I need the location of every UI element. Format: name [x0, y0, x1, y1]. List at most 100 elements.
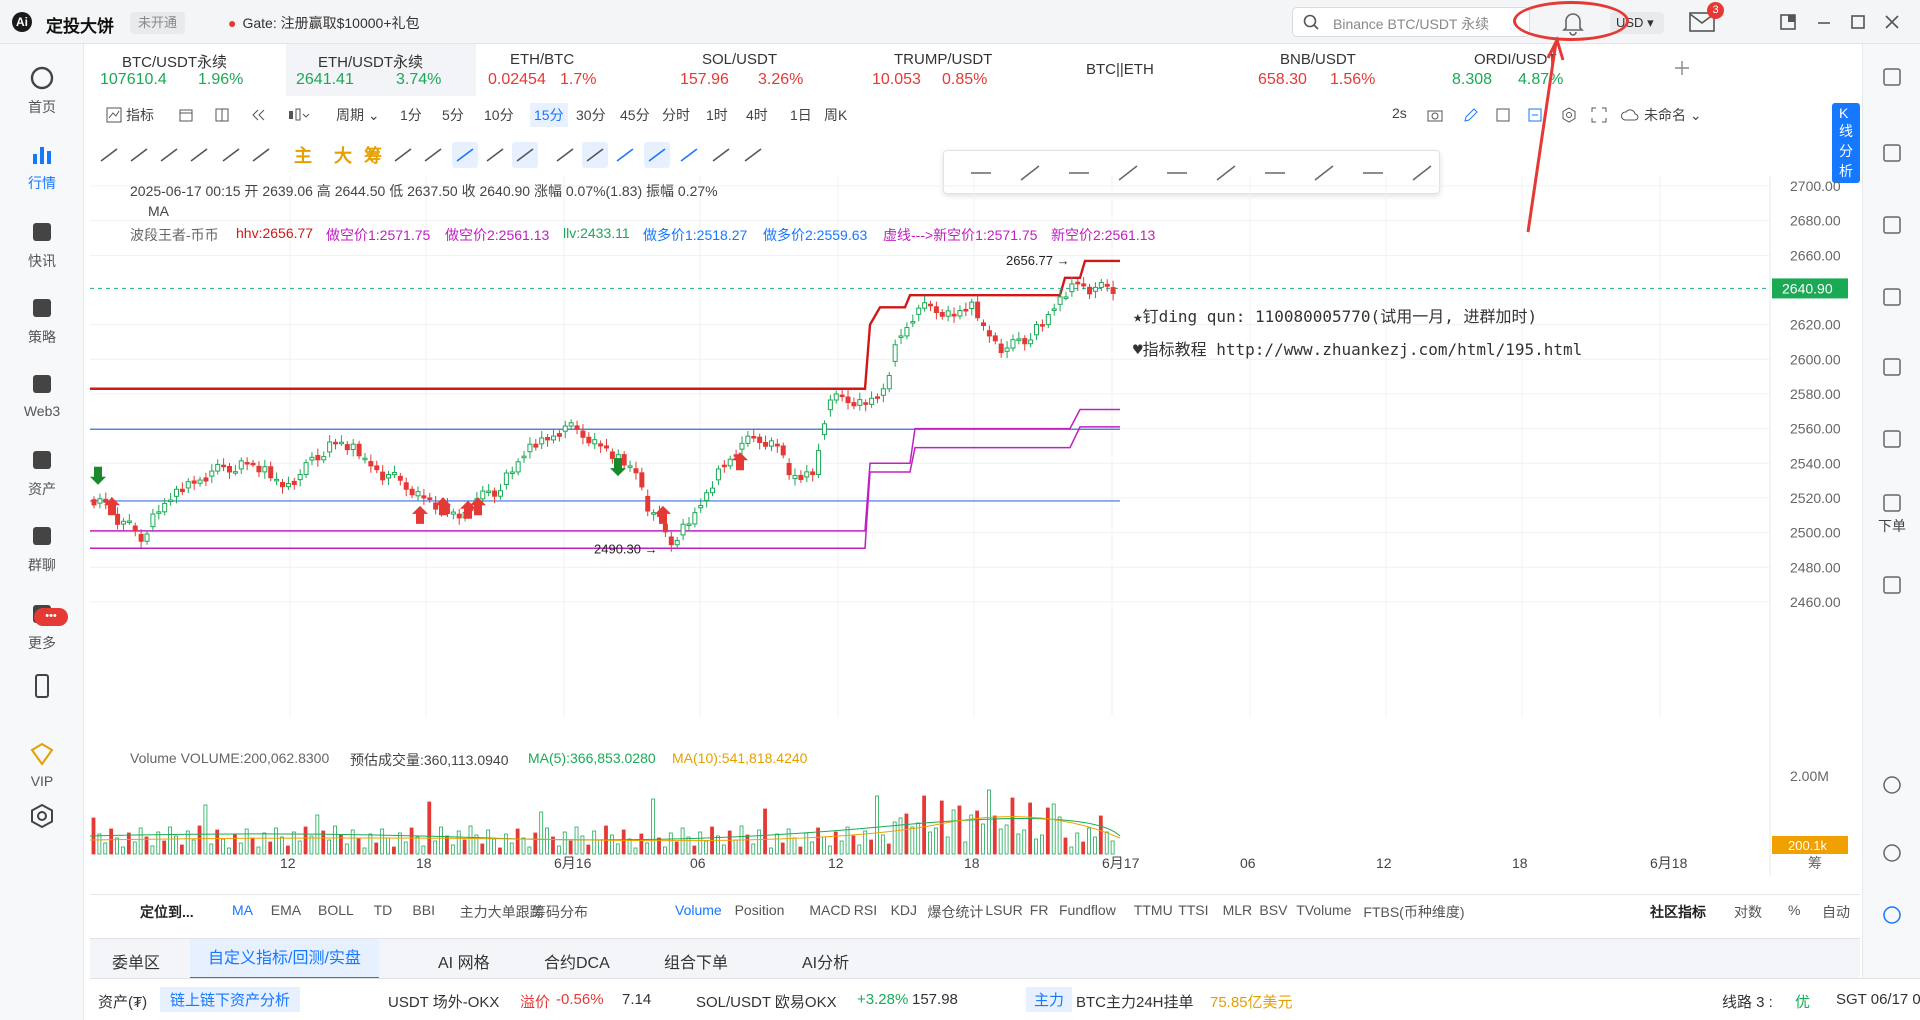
- nav-item-8[interactable]: [0, 664, 84, 744]
- pin-window-icon[interactable]: [1776, 10, 1800, 34]
- draw-tool-17-icon[interactable]: [644, 142, 670, 168]
- layout-name-select[interactable]: 未命名 ⌄: [1644, 107, 1702, 123]
- nav-item-9[interactable]: VIP: [0, 732, 84, 812]
- nav-item-2[interactable]: 快讯: [0, 210, 84, 290]
- right-tool-1-icon[interactable]: [1881, 142, 1903, 164]
- draw-tool-5-icon[interactable]: [248, 142, 274, 168]
- draw-tool-20-icon[interactable]: [740, 142, 766, 168]
- nav-item-6[interactable]: 群聊: [0, 514, 84, 594]
- interval-4时[interactable]: 4时: [746, 107, 768, 123]
- sub-indicator-tab[interactable]: TTMU: [1133, 902, 1173, 918]
- ticker-tab-5[interactable]: BTC||ETH: [1056, 44, 1246, 96]
- locate-button[interactable]: 定位到...: [140, 904, 194, 920]
- right-tool-3-icon[interactable]: [1881, 286, 1903, 308]
- draw-tool-1-icon[interactable]: [126, 142, 152, 168]
- ticker-tab-3[interactable]: SOL/USDT 157.96 3.26%: [670, 44, 860, 96]
- cloud-icon[interactable]: [1620, 106, 1640, 124]
- draw-tool-16-icon[interactable]: [612, 142, 638, 168]
- scale-option[interactable]: 对数: [1734, 904, 1762, 920]
- interval-10分[interactable]: 10分: [484, 107, 514, 123]
- order-panel-label[interactable]: 下单: [1878, 518, 1906, 534]
- draw-tool-11-icon[interactable]: [452, 142, 478, 168]
- ticker-tab-4[interactable]: TRUMP/USDT 10.053 0.85%: [862, 44, 1052, 96]
- nav-item-3[interactable]: 策略: [0, 286, 84, 366]
- panel-tab[interactable]: 自定义指标/回测/实盘: [190, 939, 379, 979]
- sub-indicator-tab[interactable]: FTBS(币种维度): [1363, 904, 1465, 920]
- right-tool-7-icon[interactable]: [1881, 574, 1903, 596]
- draw-tool-4-icon[interactable]: [218, 142, 244, 168]
- float-tool-9-icon[interactable]: [1407, 158, 1437, 188]
- nav-item-5[interactable]: 资产: [0, 438, 84, 518]
- status-usdt[interactable]: USDT 场外-OKX: [388, 994, 500, 1011]
- draw-tool-10-icon[interactable]: [420, 142, 446, 168]
- refresh-rate[interactable]: 2s: [1392, 105, 1407, 121]
- draw-tool-15-icon[interactable]: [582, 142, 608, 168]
- right-bottom-1-icon[interactable]: [1881, 842, 1903, 864]
- ticker-tab-7[interactable]: ORDI/USDT 8.308 4.87%: [1442, 44, 1632, 96]
- draw-tool-14-icon[interactable]: [552, 142, 578, 168]
- scale-option[interactable]: %: [1788, 902, 1801, 918]
- indicator-button[interactable]: 指标: [126, 107, 154, 123]
- template-icon[interactable]: [1526, 106, 1544, 124]
- draw-tool-18-icon[interactable]: [676, 142, 702, 168]
- candle-type-icon[interactable]: [286, 107, 310, 123]
- right-bottom-0-icon[interactable]: [1881, 774, 1903, 796]
- sub-indicator-tab[interactable]: Fundflow: [1059, 902, 1116, 918]
- main-indicator-tab[interactable]: EMA: [270, 902, 302, 918]
- main-indicator-tab[interactable]: 筹码分布: [532, 904, 588, 920]
- float-tool-1-icon[interactable]: [1015, 158, 1045, 188]
- float-tool-0-icon[interactable]: [966, 158, 996, 188]
- sub-indicator-tab[interactable]: Position: [734, 902, 785, 918]
- panel-tab[interactable]: 组合下单: [664, 955, 729, 972]
- float-tool-3-icon[interactable]: [1113, 158, 1143, 188]
- panel-tab[interactable]: AI 网格: [438, 955, 490, 972]
- draw-tool-12-icon[interactable]: [482, 142, 508, 168]
- interval-1分[interactable]: 1分: [400, 107, 422, 123]
- sub-indicator-tab[interactable]: KDJ: [890, 902, 918, 918]
- account-status-badge[interactable]: 未开通: [130, 12, 186, 34]
- replay-icon[interactable]: [250, 107, 266, 123]
- community-indicator-tab[interactable]: 社区指标: [1650, 904, 1706, 920]
- sub-indicator-tab[interactable]: FR: [1029, 902, 1049, 918]
- minimize-icon[interactable]: [1812, 10, 1836, 34]
- camera-icon[interactable]: [1426, 106, 1444, 124]
- sub-indicator-tab[interactable]: RSI: [853, 902, 878, 918]
- right-bottom-2-icon[interactable]: [1881, 904, 1903, 926]
- maximize-icon[interactable]: [1846, 10, 1870, 34]
- main-chart-label-1[interactable]: 大: [334, 146, 352, 166]
- nav-item-1[interactable]: 行情: [0, 132, 84, 212]
- panel-tab[interactable]: AI分析: [802, 955, 850, 972]
- fullscreen-icon[interactable]: [1590, 106, 1608, 124]
- promo-notice[interactable]: ● Gate: 注册赢取$10000+礼包: [228, 15, 420, 31]
- sub-indicator-tab[interactable]: TVolume: [1296, 902, 1352, 918]
- interval-45分[interactable]: 45分: [620, 107, 650, 123]
- float-tool-5-icon[interactable]: [1211, 158, 1241, 188]
- price-chart[interactable]: 2700.002680.002660.002640.002620.002600.…: [90, 176, 1860, 876]
- add-ticker-icon[interactable]: [1672, 58, 1692, 78]
- main-indicator-tab[interactable]: MA: [232, 902, 253, 918]
- edit-icon[interactable]: [1462, 106, 1480, 124]
- sub-indicator-tab[interactable]: LSUR: [985, 902, 1023, 918]
- sub-indicator-tab[interactable]: MLR: [1222, 902, 1253, 918]
- search-box[interactable]: Binance BTC/USDT 永续: [1292, 7, 1530, 37]
- panel-tab[interactable]: 委单区: [112, 955, 161, 972]
- status-chain[interactable]: 链上链下资产分析: [160, 987, 301, 1012]
- main-indicator-tab[interactable]: TD: [373, 902, 393, 918]
- sub-indicator-tab[interactable]: MACD: [809, 902, 851, 918]
- main-chart-label-0[interactable]: 主: [294, 146, 312, 166]
- sub-indicator-tab[interactable]: TTSI: [1178, 902, 1209, 918]
- draw-select-icon[interactable]: [1494, 106, 1512, 124]
- nav-item-10[interactable]: [0, 794, 84, 874]
- float-tool-2-icon[interactable]: [1064, 158, 1094, 188]
- sub-indicator-tab[interactable]: BSV: [1259, 902, 1288, 918]
- ticker-tab-2[interactable]: ETH/BTC 0.02454 1.7%: [478, 44, 668, 96]
- interval-1日[interactable]: 1日: [790, 107, 812, 123]
- draw-tool-2-icon[interactable]: [156, 142, 182, 168]
- scale-option[interactable]: 自动: [1822, 904, 1850, 920]
- right-tool-2-icon[interactable]: [1881, 214, 1903, 236]
- interval-1时[interactable]: 1时: [706, 107, 728, 123]
- draw-tool-3-icon[interactable]: [186, 142, 212, 168]
- draw-tool-0-icon[interactable]: [96, 142, 122, 168]
- interval-周K[interactable]: 周K: [824, 107, 848, 123]
- sub-indicator-tab[interactable]: 爆仓统计: [927, 904, 984, 920]
